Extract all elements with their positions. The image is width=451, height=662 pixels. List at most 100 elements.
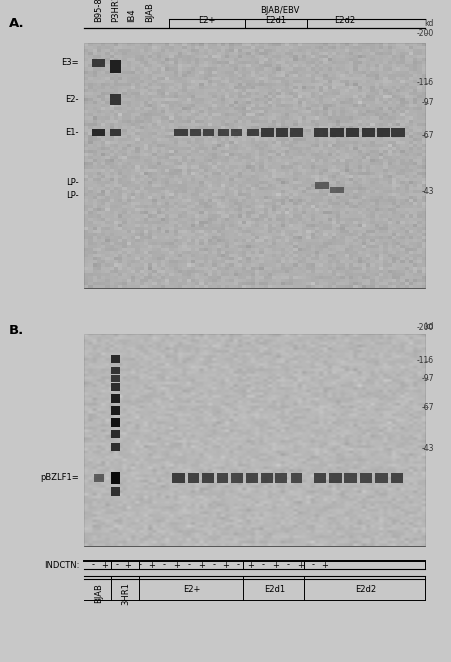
Text: -200: -200 [416, 28, 433, 38]
Bar [345, 128, 359, 137]
Bar [361, 128, 374, 137]
Text: -: - [236, 561, 239, 569]
Text: 3HR1: 3HR1 [121, 582, 130, 604]
Bar [92, 59, 105, 67]
Bar [330, 187, 343, 193]
Text: P3HR1: P3HR1 [110, 0, 120, 22]
Text: -: - [115, 561, 118, 569]
Bar [110, 60, 120, 73]
Bar [110, 355, 120, 363]
Text: +: + [222, 561, 229, 569]
Bar [189, 128, 201, 136]
Text: A.: A. [9, 17, 25, 30]
Bar [376, 128, 389, 137]
Text: -200: -200 [416, 323, 433, 332]
Text: -: - [286, 561, 289, 569]
Bar [110, 128, 120, 136]
Bar [230, 473, 242, 483]
Text: INDCTN:: INDCTN: [44, 561, 79, 570]
Bar [344, 473, 356, 483]
Text: B.: B. [9, 324, 24, 338]
Bar [260, 473, 272, 483]
Bar [246, 473, 258, 483]
Text: E1-: E1- [65, 128, 79, 137]
Bar [290, 473, 302, 483]
Text: B95-8: B95-8 [94, 0, 103, 22]
Bar [110, 394, 120, 403]
Bar [203, 128, 214, 136]
Bar [246, 128, 259, 136]
Text: E2-: E2- [65, 95, 79, 104]
Text: -97: -97 [420, 374, 433, 383]
Bar [275, 473, 286, 483]
Text: E2d1: E2d1 [265, 16, 285, 25]
Bar [313, 473, 326, 483]
Bar [314, 181, 328, 189]
Text: -: - [311, 561, 313, 569]
Bar [290, 128, 302, 137]
Text: -67: -67 [420, 402, 433, 412]
Text: -97: -97 [420, 98, 433, 107]
Text: -: - [92, 561, 95, 569]
Bar [110, 473, 120, 483]
Bar [187, 473, 199, 483]
Bar [110, 375, 120, 382]
Bar [328, 473, 341, 483]
Text: +: + [101, 561, 108, 569]
Text: kd: kd [423, 19, 433, 28]
Bar [216, 473, 228, 483]
Text: -67: -67 [420, 131, 433, 140]
Text: pBZLF1=: pBZLF1= [40, 473, 79, 483]
Text: +: + [246, 561, 253, 569]
Bar [171, 473, 185, 483]
Text: -: - [163, 561, 166, 569]
Bar [93, 474, 103, 482]
Text: +: + [124, 561, 131, 569]
Bar [231, 128, 242, 136]
Text: -116: -116 [416, 78, 433, 87]
Text: E2+: E2+ [198, 16, 215, 25]
Text: +: + [271, 561, 278, 569]
Bar [390, 473, 402, 483]
Bar [110, 383, 120, 391]
Bar [110, 487, 120, 495]
Text: +: + [172, 561, 179, 569]
Bar [217, 128, 228, 136]
Bar [110, 418, 120, 427]
Text: kd: kd [423, 322, 433, 332]
Text: -43: -43 [420, 444, 433, 453]
Text: E2d2: E2d2 [333, 16, 354, 25]
Bar [92, 128, 105, 136]
Text: LP-: LP- [66, 177, 79, 187]
Text: +: + [197, 561, 204, 569]
Bar [359, 473, 372, 483]
Bar [110, 430, 120, 438]
Text: +: + [296, 561, 303, 569]
Text: -: - [261, 561, 264, 569]
Text: LP-: LP- [66, 191, 79, 200]
Text: -: - [212, 561, 215, 569]
Bar [202, 473, 213, 483]
Bar [83, 43, 424, 288]
Text: BJAB: BJAB [144, 2, 153, 22]
Text: E2d2: E2d2 [354, 585, 375, 594]
Bar [174, 128, 187, 136]
Text: IB4: IB4 [127, 8, 136, 22]
Bar [110, 406, 120, 415]
Text: BJAB/EBV: BJAB/EBV [260, 5, 299, 15]
Bar [261, 128, 273, 137]
Text: -116: -116 [416, 356, 433, 365]
Bar [110, 94, 120, 105]
Bar [83, 334, 424, 546]
Text: -: - [139, 561, 142, 569]
Text: -: - [187, 561, 190, 569]
Text: -43: -43 [420, 187, 433, 197]
Text: +: + [148, 561, 155, 569]
Bar [390, 128, 404, 137]
Bar [275, 128, 288, 137]
Bar [329, 128, 343, 137]
Text: E2+: E2+ [183, 585, 200, 594]
Bar [374, 473, 387, 483]
Bar [110, 367, 120, 374]
Text: E3=: E3= [61, 58, 79, 68]
